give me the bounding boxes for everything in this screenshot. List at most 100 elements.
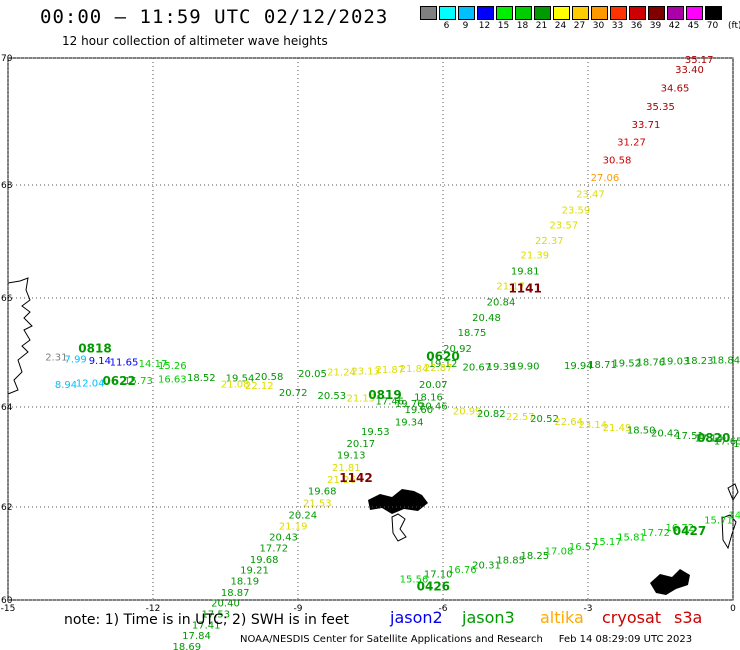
wave-height-value: 20.84 (487, 298, 516, 309)
x-tick-label: -6 (439, 604, 448, 614)
wave-height-value: 33.40 (675, 65, 704, 76)
footer-timestamp: Feb 14 08:29:09 UTC 2023 (558, 634, 693, 645)
wave-height-value: 15.56 (400, 574, 429, 585)
colorbar-label: 42 (668, 21, 681, 31)
mission-cryosat: cryosat (602, 608, 662, 627)
wave-height-value: 14.23 (728, 511, 740, 522)
wave-height-value: 20.53 (318, 391, 347, 402)
mission-jason3: jason3 (462, 608, 515, 627)
wave-height-value: 17.51 (675, 431, 704, 442)
colorbar-swatch (458, 6, 475, 20)
lat-lon-grid (7, 57, 734, 601)
colorbar-swatch (667, 6, 684, 20)
wave-height-value: 22.37 (535, 236, 564, 247)
axis-tick-labels: -15 -12 -9 -6 -3 0 70 68 66 64 62 60 (1, 54, 736, 614)
colorbar-swatch (515, 6, 532, 20)
colorbar-unit: (ft) (728, 21, 740, 31)
wave-height-value: 18.25 (521, 551, 550, 562)
wave-height-value: 21.49 (603, 423, 632, 434)
wave-height-value: 21.87 (376, 365, 405, 376)
wave-height-value: 18.50 (627, 426, 656, 437)
wave-height-value: 20.58 (255, 372, 284, 383)
wave-height-value: 19.12 (429, 359, 458, 370)
x-tick-label: -3 (584, 604, 593, 614)
colorbar-swatch (553, 6, 570, 20)
wave-height-value: 18.16 (414, 392, 443, 403)
wave-height-value: 15.26 (158, 361, 187, 372)
wave-height-value: 18.19 (231, 577, 260, 588)
wave-height-value: 18.87 (221, 588, 250, 599)
wave-height-value: 19.54 (226, 373, 255, 384)
pass-id: 0426 (417, 580, 450, 594)
wave-height-value: 17.08 (545, 546, 574, 557)
wave-height-value: 19.13 (337, 451, 366, 462)
colorbar-label: 45 (687, 21, 700, 31)
colorbar-label: 39 (649, 21, 662, 31)
wave-height-value: 20.24 (289, 511, 318, 522)
wave-height-value: 19.34 (395, 418, 424, 429)
wave-height-value: 18.69 (173, 642, 202, 650)
colorbar-label: 27 (573, 21, 586, 31)
wave-height-value: 19.90 (511, 361, 540, 372)
wave-height-value: 16.91 (733, 439, 740, 450)
wave-height-value: 23.14 (579, 420, 608, 431)
wave-height-value: 11.65 (110, 358, 139, 369)
faroe-islands (368, 489, 428, 514)
colorbar-swatch (439, 6, 456, 20)
x-tick-label: -15 (1, 604, 16, 614)
wave-height-value: 20.05 (298, 369, 327, 380)
wave-height-value: 19.68 (308, 487, 337, 498)
wave-height-value: 21.39 (521, 250, 550, 261)
wave-height-value: 15.73 (124, 376, 153, 387)
wave-height-value: 19.60 (405, 405, 434, 416)
wave-height-value: 20.67 (463, 362, 492, 373)
wave-height-value: 23.47 (576, 189, 605, 200)
colorbar-label: 24 (554, 21, 567, 31)
map-subtitle: 12 hour collection of altimeter wave hei… (62, 34, 328, 48)
wave-height-value: 21.19 (279, 521, 308, 532)
y-tick-label: 64 (1, 403, 13, 413)
wave-height-value: 21.15 (347, 394, 376, 405)
y-tick-label: 70 (1, 54, 13, 64)
colorbar-label: 33 (611, 21, 624, 31)
y-tick-label: 60 (1, 596, 13, 606)
wave-height-value: 20.52 (530, 414, 559, 425)
wave-height-value: 16.76 (448, 565, 477, 576)
wave-height-value: 18.76 (637, 358, 666, 369)
wave-height-value: 20.43 (269, 532, 298, 543)
wave-height-value: 17.10 (424, 570, 453, 581)
wave-height-value: 9.14 (89, 356, 111, 367)
wave-height-value: 23.57 (550, 221, 579, 232)
wave-height-value: 20.46 (419, 402, 448, 413)
faroe-islet (391, 513, 407, 542)
colorbar-label: 70 (706, 21, 719, 31)
colorbar-label: 36 (630, 21, 643, 31)
wave-height-value: 19.52 (612, 359, 641, 370)
wave-height-value: 20.31 (472, 560, 501, 571)
pass-id: 1141 (508, 281, 541, 295)
wave-height-value: 20.40 (211, 598, 240, 609)
wave-height-value: 20.82 (477, 409, 506, 420)
wave-height-value: 18.85 (496, 556, 525, 567)
colorbar-label: 9 (462, 21, 469, 31)
mission-altika: altika (540, 608, 584, 627)
wave-height-value: 19.53 (361, 427, 390, 438)
wave-height-value: 8.94 (55, 380, 77, 391)
wave-height-value: 19.21 (240, 565, 269, 576)
wave-height-value: 23.59 (562, 205, 591, 216)
wave-height-value: 18.75 (458, 328, 487, 339)
colorbar-label: 30 (592, 21, 605, 31)
footer-source: NOAA/NESDIS Center for Satellite Applica… (240, 634, 543, 645)
wave-height-value: 18.84 (711, 355, 740, 366)
wave-height-value: 27.06 (591, 173, 620, 184)
wave-height-value: 22.87 (424, 363, 453, 374)
wave-height-value: 20.17 (347, 439, 376, 450)
wave-height-value: 33.71 (632, 120, 661, 131)
wave-height-value: 7.99 (65, 354, 87, 365)
wave-height-value: 15.71 (704, 515, 733, 526)
map-title: 00:00 – 11:59 UTC 02/12/2023 (40, 6, 389, 28)
wave-height-value: 17.72 (260, 544, 289, 555)
wave-height-value: 18.52 (187, 373, 216, 384)
wave-height-value: 30.58 (603, 155, 632, 166)
